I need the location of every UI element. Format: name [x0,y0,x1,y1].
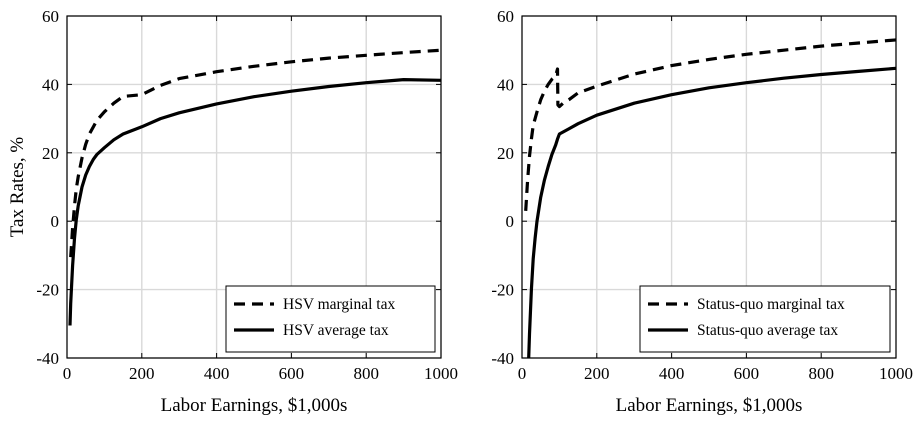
y-tick-label: 60 [497,7,514,26]
chart-panel-2: 0 200 400 600 800 1000 -40 -20 0 20 40 60 Labor Earn… [491,7,913,416]
x-axis-label: Labor Earnings, $1,000s [616,395,803,416]
chart-panel-1: 0 200 400 600 800 1000 -40 -20 0 20 40 60 Labor Earn… [36,7,458,416]
x-tick-label: 1000 [424,364,458,383]
y-tick-label: 0 [51,212,60,231]
y-tick-label: -20 [36,281,59,300]
series-line-marginal [69,48,441,258]
series-group [524,38,896,358]
legend-box [225,285,436,353]
series-line-marginal [524,38,896,211]
y-tick-label: 40 [42,75,59,94]
x-tick-label: 200 [584,364,610,383]
legend: HSV marginal tax HSV average tax [225,285,436,353]
x-tick-label: 200 [129,364,155,383]
x-tick-label: 800 [353,364,379,383]
legend-box [639,285,891,353]
legend-label: HSV average tax [283,322,389,339]
legend-label: HSV marginal tax [283,296,395,313]
x-tick-label: 800 [808,364,834,383]
x-tick-label: 0 [518,364,527,383]
y-axis-label: Tax Rates, % [7,137,28,238]
y-tick-label: 60 [42,7,59,26]
x-tick-label: 400 [659,364,685,383]
x-tick-label: 400 [204,364,230,383]
y-tick-label: 40 [497,75,514,94]
series-line-average [527,66,896,358]
legend: Status-quo marginal tax Status-quo averag… [639,285,891,353]
legend-label: Status-quo average tax [697,322,838,339]
series-group [68,48,441,326]
y-tick-label: 20 [42,144,59,163]
axes-box [521,15,897,359]
axes-box [66,15,442,359]
x-tick-label: 600 [279,364,305,383]
y-tick-label: -20 [491,281,514,300]
x-tick-label: 1000 [879,364,913,383]
x-tick-label: 0 [63,364,72,383]
x-tick-label: 600 [734,364,760,383]
x-axis-label: Labor Earnings, $1,000s [161,395,348,416]
legend-label: Status-quo marginal tax [697,296,845,313]
y-tick-label: 20 [497,144,514,163]
y-tick-label: -40 [36,349,59,368]
y-tick-label: -40 [491,349,514,368]
y-tick-label: 0 [506,212,515,231]
series-line-average [68,78,441,326]
